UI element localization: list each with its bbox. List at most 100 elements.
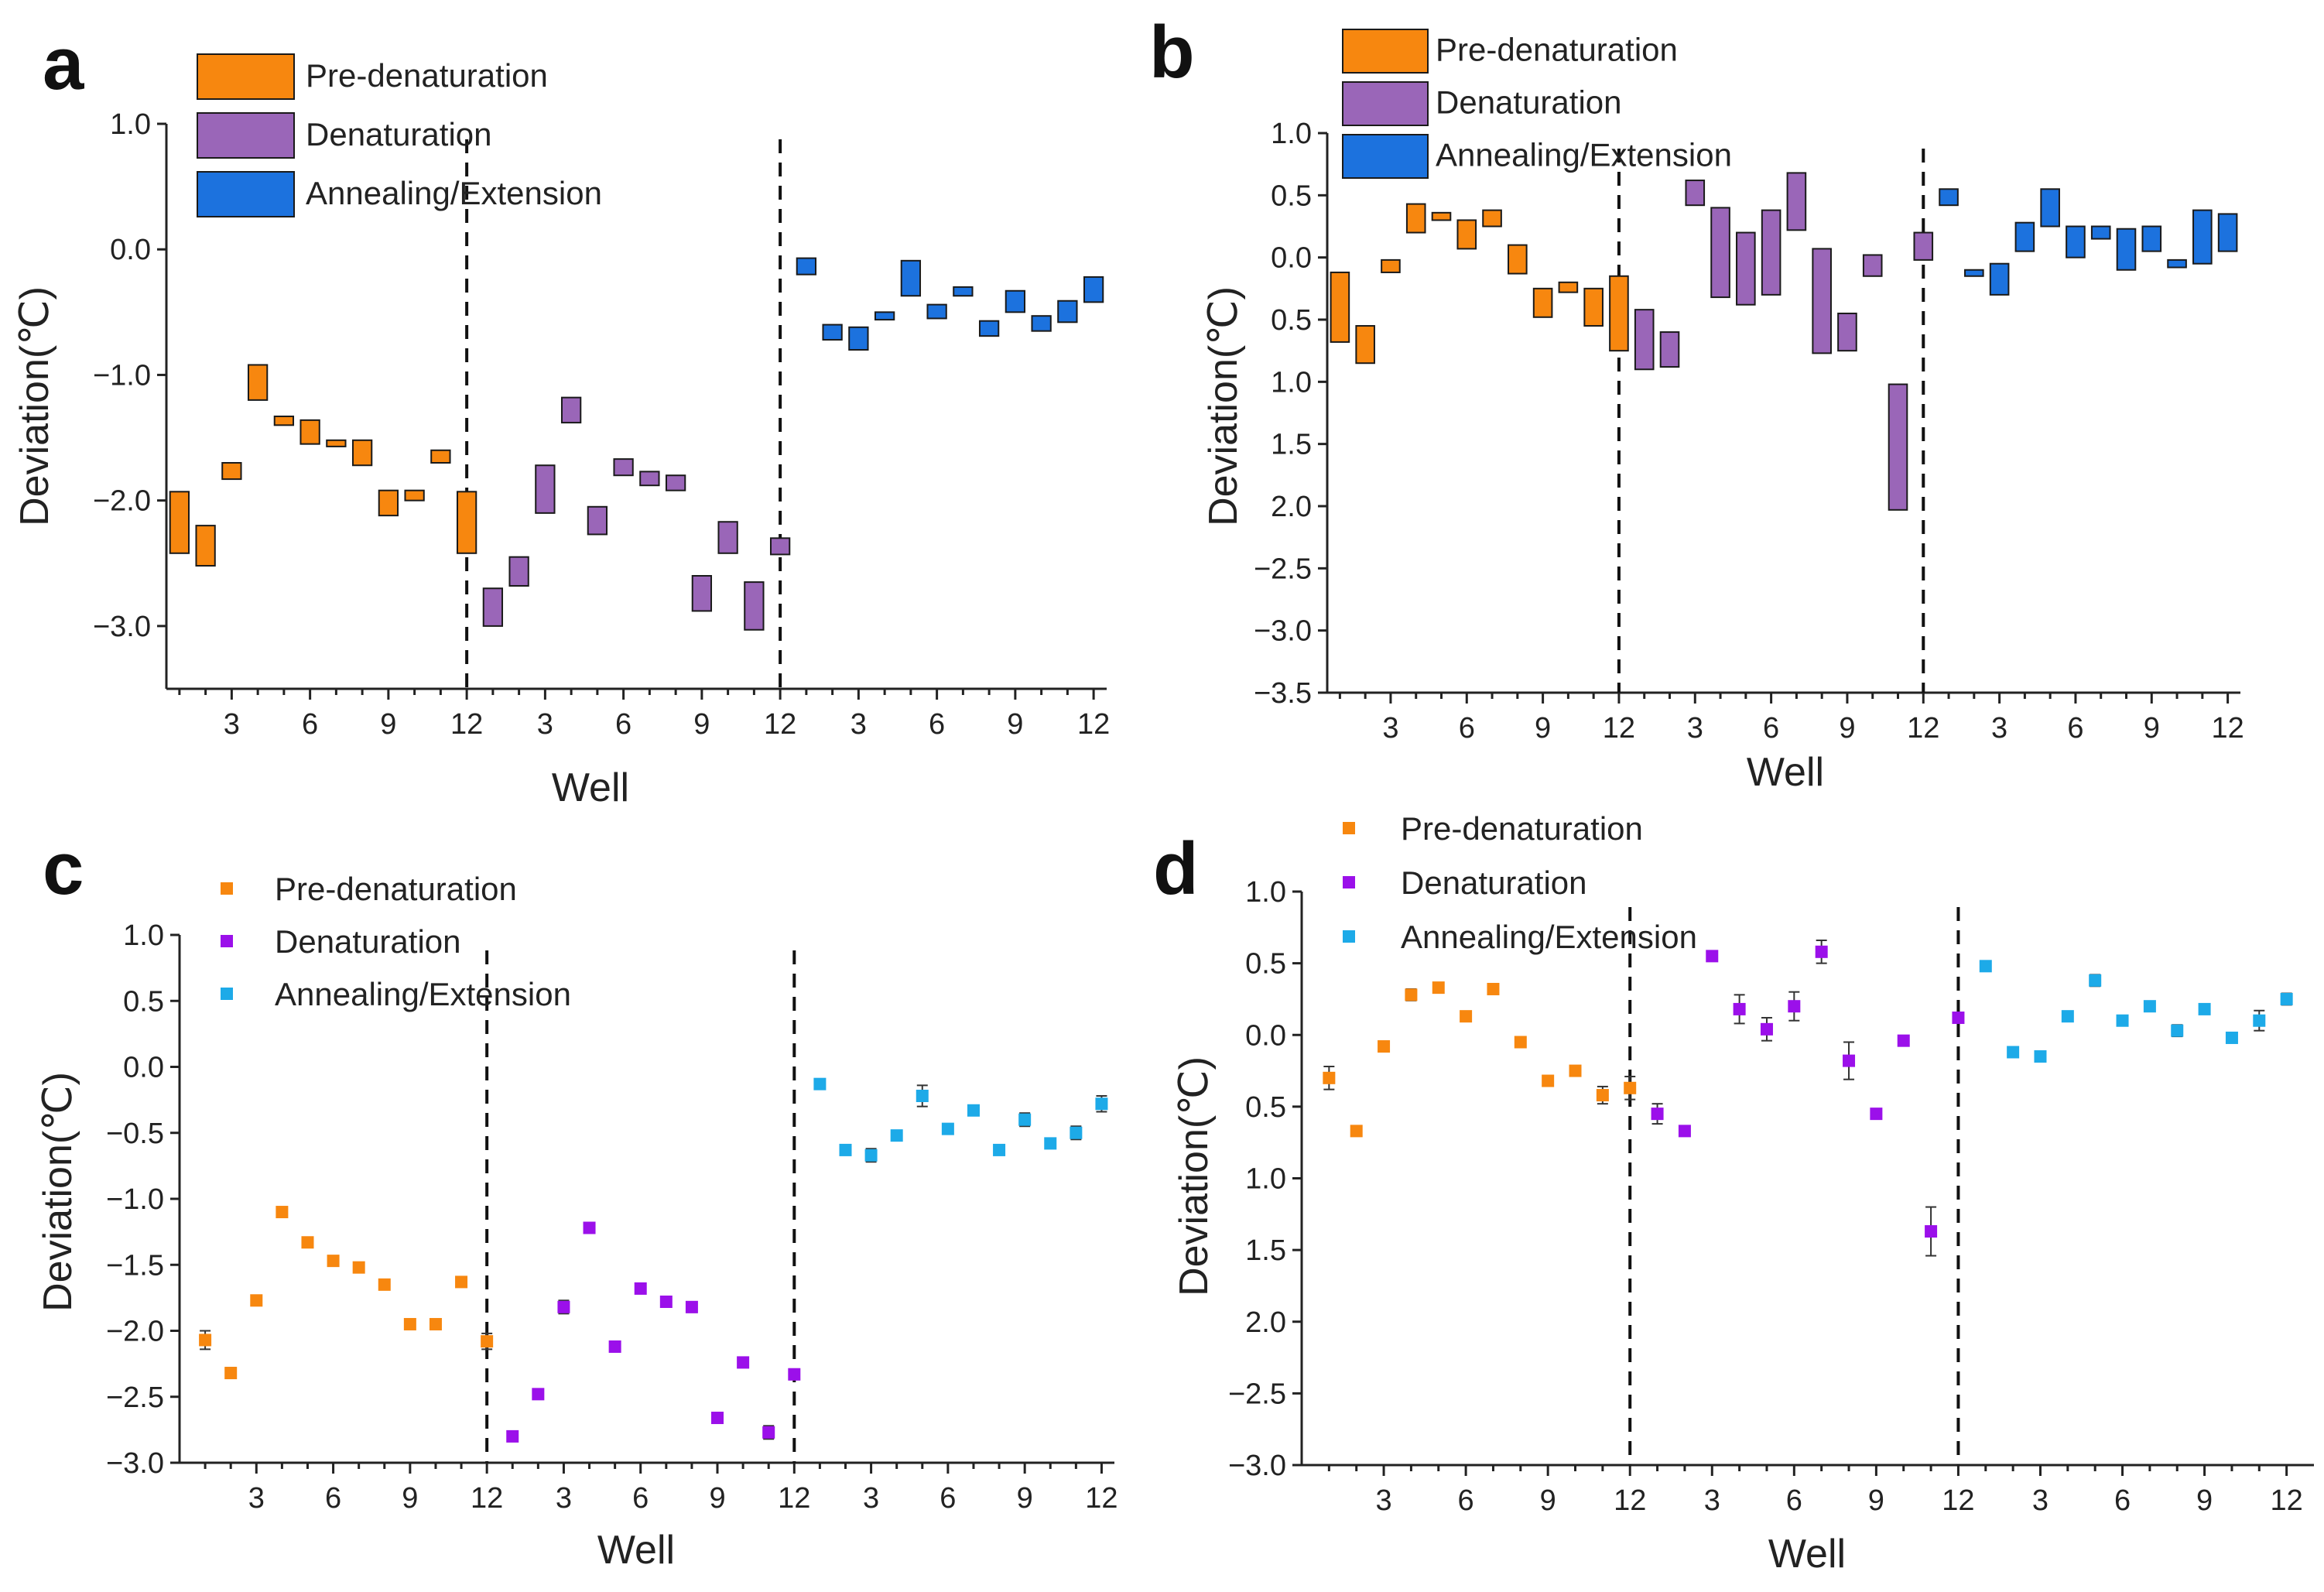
y-tick-label: −2.5 [1254,553,1312,585]
x-tick-label: 3 [224,708,240,741]
data-box [535,464,556,514]
data-box [1659,331,1680,368]
data-box [2116,228,2137,271]
y-tick-label: −3.0 [1228,1450,1286,1482]
data-point [967,1104,980,1117]
data-point [403,1317,416,1330]
x-tick-label: 3 [2032,1484,2048,1517]
x-tick-label: 3 [556,1482,572,1515]
x-tick-label: 3 [248,1482,265,1515]
panel-letter: c [43,827,84,910]
data-point [352,1261,365,1274]
data-box [2167,258,2187,269]
data-box [1786,172,1807,231]
x-tick-label: 6 [1763,712,1779,745]
panel-c: c −3.0 −2.5 −2.0 −1.5 −1.0 −0.5 0.0 0.5 1.0 3 6 9 12 3… [36,827,1118,1573]
data-box [2192,209,2213,265]
x-tick-label: 12 [764,708,796,741]
data-box [456,491,477,554]
data-point [1044,1137,1057,1150]
x-tick-label: 9 [1017,1482,1033,1515]
data-box [717,521,738,554]
data-point [250,1294,263,1307]
data-point [557,1300,570,1313]
legend-label: Denaturation [1436,84,1622,120]
data-point [839,1143,852,1156]
x-tick-label: 3 [537,708,553,741]
data-point [788,1368,801,1381]
data-point [916,1090,929,1103]
data-point [737,1356,750,1369]
y-tick-label: 0.5 [1271,180,1312,212]
data-box [2040,188,2060,228]
x-tick-label: 12 [1907,712,1939,745]
data-box [1558,281,1579,293]
x-tick-label: 12 [2211,712,2244,745]
data-point [2198,1002,2211,1015]
y-tick-label: 0.5 [1271,304,1312,337]
x-tick-label: 9 [402,1482,418,1515]
data-box [169,491,190,554]
x-tick-label: 12 [1603,712,1635,745]
x-tick-label: 9 [1868,1484,1884,1517]
data-point [993,1143,1006,1156]
data-box [1031,315,1052,332]
data-point [1733,1002,1746,1015]
x-tick-label: 12 [1942,1484,1974,1517]
panel-b: b −3.5 −3.0 −2.5 2.0 1.5 1.0 0.5 0.0 0.5 1.0 3 6 9 12 3… [1149,11,2244,795]
data-point [1460,1010,1473,1023]
data-box [351,439,373,467]
data-box [1532,287,1553,318]
x-tick-label: 12 [1614,1484,1646,1517]
x-axis-title: Well [1747,750,1824,795]
data-box [900,259,922,297]
data-box [1862,254,1883,277]
y-tick-label: −3.0 [93,611,151,643]
legend-swatch [197,171,295,217]
data-box [326,439,347,447]
data-point [1487,982,1500,995]
data-box [273,415,295,426]
data-box [613,458,634,477]
data-box [769,537,791,556]
data-box [1431,211,1452,221]
data-box [1837,312,1857,352]
data-box [299,419,320,445]
y-tick-label: −3.5 [1254,677,1312,710]
legend-marker [221,935,233,947]
data-point [813,1077,827,1090]
data-point [685,1300,698,1313]
x-tick-label: 9 [2144,712,2160,745]
data-box [691,575,713,612]
data-box [2141,225,2162,252]
data-point [1405,988,1418,1001]
data-point [634,1282,647,1295]
x-tick-label: 3 [1687,712,1703,745]
data-box [1685,180,1706,207]
data-point [1569,1064,1582,1077]
x-tick-label: 12 [1077,708,1110,741]
data-point [1624,1081,1637,1094]
legend-swatch [197,112,295,159]
x-tick-label: 9 [2196,1484,2213,1517]
y-tick-label: −3.0 [106,1447,164,1480]
x-tick-label: 6 [325,1482,341,1515]
data-box [848,326,869,351]
data-box [1508,244,1528,275]
data-box [1812,248,1832,354]
legend-marker [1343,822,1355,834]
data-box [796,257,817,276]
data-point [1788,1000,1801,1013]
x-axis-title: Well [552,765,629,810]
data-box [1710,207,1730,299]
data-box [1355,325,1375,365]
legend-marker [1343,930,1355,943]
data-point [711,1412,724,1425]
panel-letter: a [43,22,84,105]
data-point [762,1426,775,1439]
x-tick-label: 12 [2271,1484,2303,1517]
x-tick-label: 12 [450,708,483,741]
data-box [247,364,269,401]
panel-d: d −3.0 −2.5 2.0 1.5 1.0 0.5 0.0 0.5 1.0 3 6 9 12 3 6 9 12… [1153,810,2314,1577]
